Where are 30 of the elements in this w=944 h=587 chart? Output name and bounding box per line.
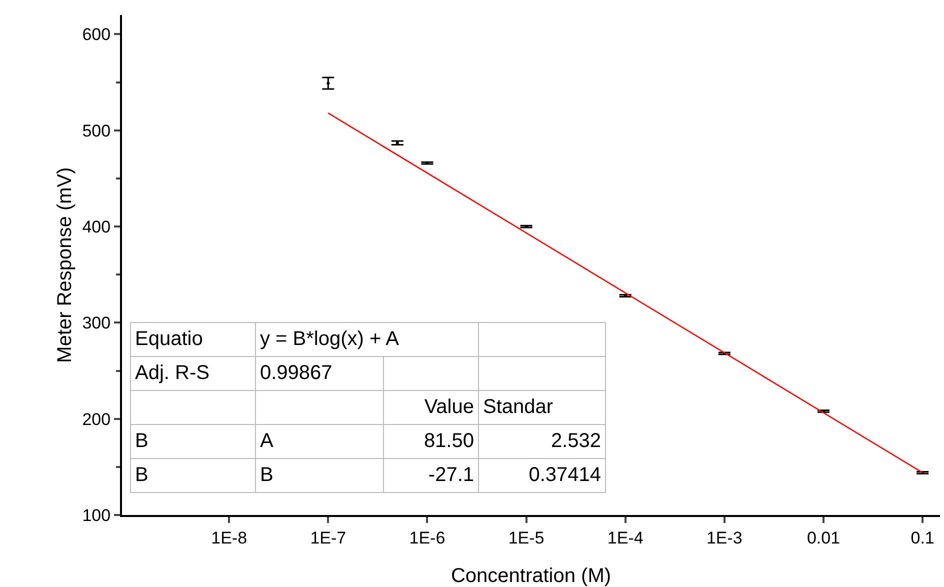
annotation: B (130, 458, 256, 492)
annotation: y = B*log(x) + A (256, 322, 478, 356)
x-tick-label: 0.01 (806, 528, 840, 548)
annotation: Equatio (130, 322, 256, 356)
x-tick-label: 1E-6 (409, 528, 446, 548)
y-tick-label: 600 (82, 25, 111, 44)
x-tick-label: 1E-4 (607, 528, 644, 548)
annotation: 0.37414 (478, 458, 606, 492)
y-axis-title: Meter Response (mV) (54, 167, 76, 363)
y-tick-label: 500 (82, 121, 111, 140)
annotation: B (130, 424, 256, 458)
annotation: B (256, 458, 384, 492)
annotation: 81.50 (384, 424, 478, 458)
x-tick-label: 1E-8 (211, 528, 248, 548)
annotation: Value (384, 390, 478, 424)
x-tick-label: 1E-3 (706, 528, 742, 548)
annotation: A (256, 424, 384, 458)
annotation: 0.99867 (256, 356, 384, 390)
y-tick-label: 100 (82, 506, 111, 525)
annotation: Standar (478, 390, 606, 424)
y-tick-label: 400 (82, 217, 111, 236)
y-tick-label: 300 (82, 314, 111, 333)
x-tick-label: 0.1 (910, 528, 934, 548)
annotation: -27.1 (384, 458, 478, 492)
y-tick-label: 200 (82, 410, 111, 429)
x-tick-label: 1E-7 (310, 528, 346, 548)
annotation: Adj. R-S (130, 356, 256, 390)
x-axis-title: Concentration (M) (450, 565, 612, 587)
x-tick-label: 1E-5 (508, 528, 544, 548)
annotation: 2.532 (478, 424, 606, 458)
